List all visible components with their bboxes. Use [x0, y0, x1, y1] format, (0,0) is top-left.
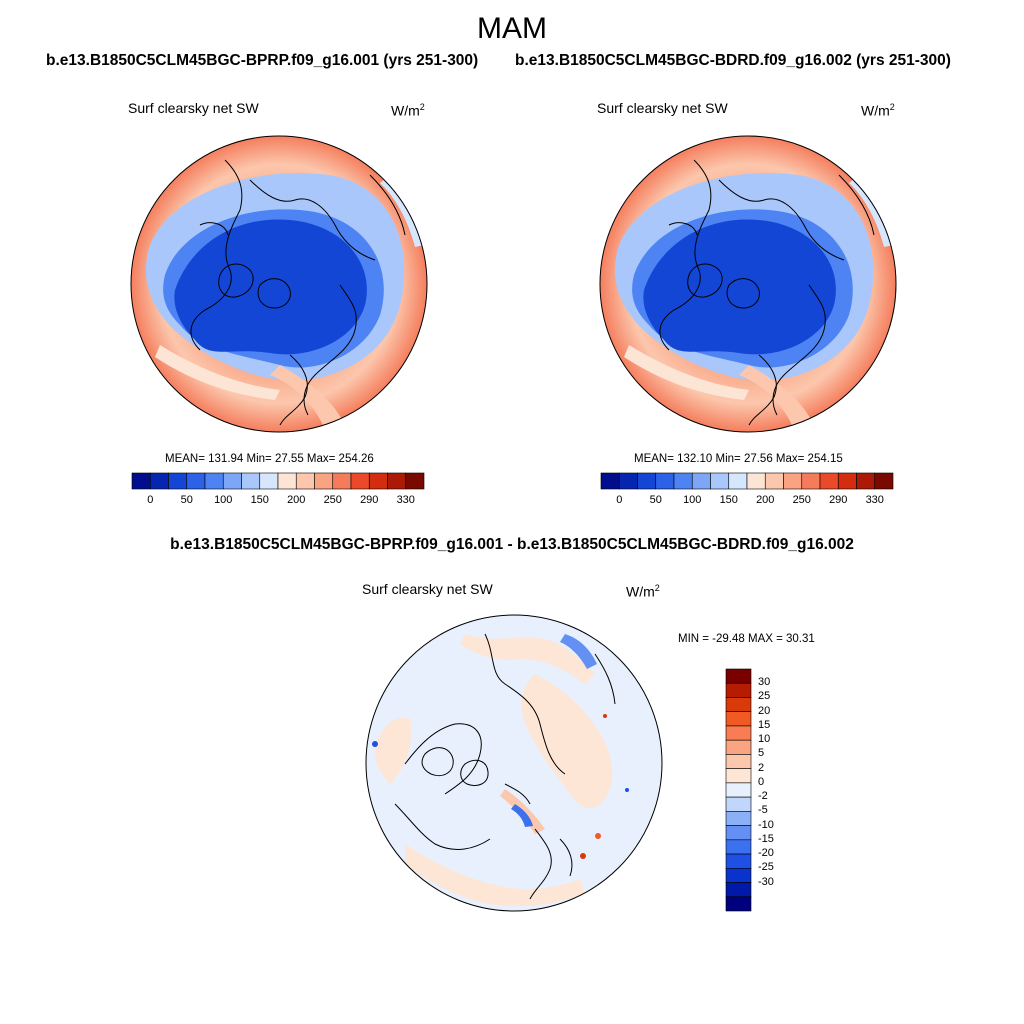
panel1-variable-label: Surf clearsky net SW: [128, 100, 259, 116]
panel2-colorbar-swatch: [710, 472, 730, 490]
panel2-colorbar-swatch: [673, 472, 693, 490]
diff-colorbar-tick-label: 20: [758, 704, 771, 717]
diff-colorbar-swatch: [725, 725, 752, 741]
panel2-colorbar-swatch: [728, 472, 748, 490]
panel1-colorbar-swatch: [131, 472, 151, 490]
panel1-colorbar-swatch: [332, 472, 352, 490]
panel2-colorbar-tick-label: 330: [865, 494, 884, 506]
panel1-colorbar-tick-label: 50: [180, 494, 193, 506]
diff-colorbar-swatch: [725, 853, 752, 869]
panel1-polar-map: [130, 135, 428, 433]
panel1-colorbar-swatch: [405, 472, 425, 490]
diff-case-title: b.e13.B1850C5CLM45BGC-BPRP.f09_g16.001 -…: [170, 536, 854, 553]
panel1-colorbar-tick-label: 290: [360, 494, 379, 506]
panel1-colorbar-tick-label: 0: [147, 494, 154, 506]
diff-colorbar: [725, 668, 752, 912]
panel2-colorbar-swatch: [764, 472, 784, 490]
panel2-case-title: b.e13.B1850C5CLM45BGC-BDRD.f09_g16.002 (…: [515, 52, 951, 69]
diff-colorbar-tick-label: -2: [758, 790, 768, 803]
panel1-colorbar-swatch: [222, 472, 242, 490]
panel1-colorbar-tick-label: 200: [287, 494, 306, 506]
diff-colorbar-swatch: [725, 697, 752, 713]
diff-units: W/m2: [626, 583, 660, 600]
diff-colorbar-swatch: [725, 882, 752, 898]
diff-colorbar-tick-label: -20: [758, 847, 774, 860]
diff-colorbar-swatch: [725, 825, 752, 841]
diff-colorbar-tick-label: -10: [758, 818, 774, 831]
panel1-colorbar-tick-label: 100: [214, 494, 233, 506]
diff-colorbar-swatch: [725, 682, 752, 698]
panel1-colorbar-swatch: [186, 472, 206, 490]
diff-colorbar-swatch: [725, 768, 752, 784]
panel2-colorbar-swatch: [801, 472, 821, 490]
panel2-colorbar-tick-label: 200: [756, 494, 775, 506]
panel2-colorbar-tick-label: 150: [719, 494, 738, 506]
panel2-colorbar-swatch: [837, 472, 857, 490]
panel1-colorbar-swatch: [387, 472, 407, 490]
diff-variable-label: Surf clearsky net SW: [362, 581, 493, 597]
panel2-colorbar-tick-label: 50: [649, 494, 662, 506]
diff-colorbar-tick-label: -15: [758, 832, 774, 845]
diff-colorbar-tick-label: -25: [758, 861, 774, 874]
panel2-polar-map: [599, 135, 897, 433]
diff-polar-map: [365, 614, 663, 912]
diff-colorbar-swatch: [725, 739, 752, 755]
diff-colorbar-swatch: [725, 782, 752, 798]
panel1-colorbar-swatch: [204, 472, 224, 490]
panel1-colorbar-swatch: [277, 472, 297, 490]
panel2-colorbar-tick-label: 250: [792, 494, 811, 506]
panel2-colorbar-swatch: [856, 472, 876, 490]
panel2-colorbar-tick-label: 0: [616, 494, 623, 506]
panel1-colorbar: [131, 472, 425, 490]
diff-colorbar-tick-label: -5: [758, 804, 768, 817]
diff-colorbar-tick-label: 10: [758, 733, 771, 746]
panel1-colorbar-swatch: [259, 472, 279, 490]
panel1-stats: MEAN= 131.94 Min= 27.55 Max= 254.26: [165, 453, 374, 465]
diff-colorbar-tick-label: 5: [758, 747, 765, 760]
diff-stats: MIN = -29.48 MAX = 30.31: [678, 633, 815, 645]
panel1-units: W/m2: [391, 102, 425, 119]
panel1-colorbar-swatch: [350, 472, 370, 490]
panel2-colorbar-swatch: [819, 472, 839, 490]
panel1-colorbar-swatch: [314, 472, 334, 490]
figure-title: MAM: [477, 12, 547, 45]
panel2-colorbar-tick-label: 290: [829, 494, 848, 506]
panel2-colorbar-swatch: [746, 472, 766, 490]
diff-colorbar-tick-label: 0: [758, 775, 765, 788]
panel2-variable-label: Surf clearsky net SW: [597, 100, 728, 116]
panel2-colorbar-swatch: [655, 472, 675, 490]
panel2-units: W/m2: [861, 102, 895, 119]
panel2-colorbar-swatch: [691, 472, 711, 490]
diff-colorbar-swatch: [725, 711, 752, 727]
diff-colorbar-swatch: [725, 796, 752, 812]
panel2-colorbar-swatch: [874, 472, 894, 490]
panel2-colorbar-swatch: [637, 472, 657, 490]
diff-colorbar-swatch: [725, 867, 752, 883]
diff-colorbar-tick-label: 25: [758, 690, 771, 703]
panel1-colorbar-tick-label: 250: [323, 494, 342, 506]
diff-colorbar-swatch: [725, 839, 752, 855]
panel1-colorbar-swatch: [368, 472, 388, 490]
diff-colorbar-swatch: [725, 754, 752, 769]
panel2-colorbar-swatch: [600, 472, 620, 490]
diff-colorbar-swatch: [725, 668, 752, 684]
panel1-colorbar-swatch: [295, 472, 315, 490]
diff-colorbar-tick-label: 30: [758, 676, 771, 689]
diff-colorbar-swatch: [725, 811, 752, 826]
diff-colorbar-swatch: [725, 896, 752, 912]
panel2-colorbar: [600, 472, 894, 490]
panel2-stats: MEAN= 132.10 Min= 27.56 Max= 254.15: [634, 453, 843, 465]
panel1-colorbar-tick-label: 150: [250, 494, 269, 506]
panel1-colorbar-tick-label: 330: [396, 494, 415, 506]
panel2-colorbar-swatch: [783, 472, 803, 490]
diff-colorbar-tick-label: -30: [758, 875, 774, 888]
diff-colorbar-tick-label: 2: [758, 761, 765, 774]
panel1-case-title: b.e13.B1850C5CLM45BGC-BPRP.f09_g16.001 (…: [46, 52, 479, 69]
panel2-colorbar-swatch: [618, 472, 638, 490]
panel1-colorbar-swatch: [168, 472, 188, 490]
panel2-colorbar-tick-label: 100: [683, 494, 702, 506]
diff-colorbar-tick-label: 15: [758, 718, 771, 731]
panel1-colorbar-swatch: [241, 472, 261, 490]
panel1-colorbar-swatch: [149, 472, 169, 490]
